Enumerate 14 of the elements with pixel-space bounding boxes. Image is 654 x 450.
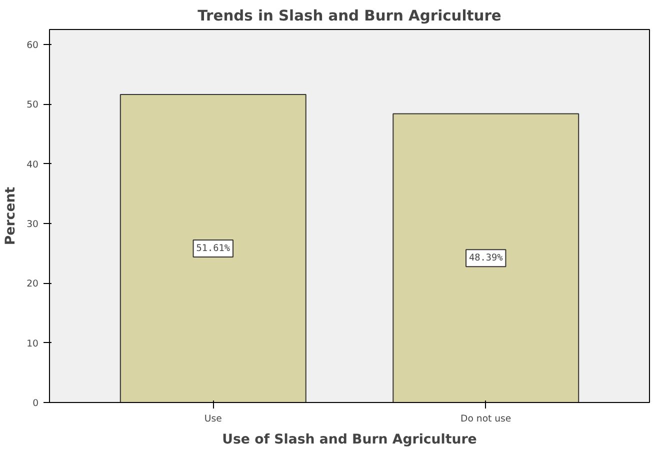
y-tick-label: 0 — [32, 398, 39, 409]
y-tick-label: 30 — [26, 218, 39, 230]
y-tick-label: 20 — [26, 278, 39, 290]
y-tick-label: 50 — [26, 100, 39, 111]
y-axis-title: Percent — [4, 186, 19, 246]
y-tick-label: 40 — [26, 159, 39, 170]
chart-title: Trends in Slash and Burn Agriculture — [198, 8, 502, 24]
x-tick-label: Do not use — [460, 414, 512, 424]
y-tick-label: 10 — [26, 338, 39, 350]
data-label: 51.61% — [196, 242, 230, 254]
x-tick-label: Use — [204, 414, 222, 424]
data-label: 48.39% — [469, 252, 504, 264]
x-axis-title: Use of Slash and Burn Agriculture — [222, 432, 477, 448]
y-tick-label: 60 — [26, 40, 39, 51]
